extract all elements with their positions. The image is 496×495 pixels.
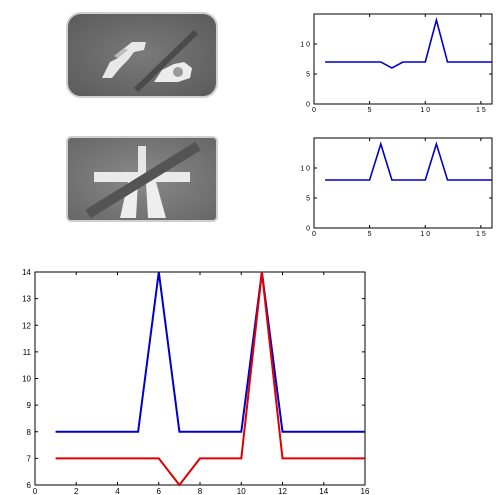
x-tick-label: 6	[157, 487, 162, 495]
y-tick-label: 5	[306, 196, 310, 203]
x-tick-label: 1 5	[476, 231, 486, 238]
x-tick-label: 8	[198, 487, 203, 495]
plot-frame	[313, 137, 493, 229]
plot-frame	[34, 271, 366, 486]
plot-frame	[313, 13, 493, 105]
y-tick-label: 13	[22, 295, 31, 304]
end-of-motorway-symbol-icon	[85, 141, 201, 219]
signature-chart-2: 0 5 1 0 1 5 0 5 1 0	[300, 137, 493, 238]
x-tick-label: 1 0	[420, 231, 430, 238]
x-tick-label: 12	[278, 487, 287, 495]
y-tick-label: 9	[27, 401, 32, 410]
x-tick-label: 10	[237, 487, 246, 495]
x-tick-label: 0	[33, 487, 38, 495]
y-tick-label: 10	[22, 375, 31, 384]
y-tick-label: 12	[22, 321, 31, 330]
x-tick-label: 2	[74, 487, 79, 495]
x-tick-label: 0	[312, 107, 316, 114]
series-line-1	[325, 141, 492, 181]
y-tick-label: 5	[306, 72, 310, 79]
series-line-2	[55, 271, 365, 487]
x-tick-label: 16	[361, 487, 370, 495]
x-tick-label: 1 5	[476, 107, 486, 114]
y-tick-label: 11	[23, 348, 32, 357]
y-tick-label: 1 0	[300, 166, 310, 173]
x-tick-label: 0	[312, 231, 316, 238]
no-overtaking-symbol-icon	[102, 29, 199, 93]
y-tick-label: 8	[27, 428, 32, 437]
y-tick-label: 1 0	[300, 42, 310, 49]
end-of-motorway-sign-image	[66, 136, 218, 222]
y-tick-label: 0	[306, 226, 310, 233]
series-line-1	[55, 271, 365, 433]
x-tick-label: 5	[368, 231, 372, 238]
comparison-chart: 0 2 4 6 8 10 12 14 16 6 7 8 9 10 11 12 13 14	[22, 268, 370, 495]
no-overtaking-sign-image	[66, 12, 218, 98]
signature-chart-1: 0 5 1 0 1 5 0 5 1 0	[300, 13, 493, 114]
y-tick-label: 14	[22, 268, 31, 277]
series-line-1	[325, 16, 492, 69]
y-tick-label: 0	[306, 102, 310, 109]
y-tick-label: 7	[27, 454, 32, 463]
x-tick-label: 14	[319, 487, 328, 495]
x-tick-label: 1 0	[420, 107, 430, 114]
y-tick-label: 6	[27, 481, 32, 490]
x-tick-label: 4	[115, 487, 120, 495]
x-tick-label: 5	[368, 107, 372, 114]
